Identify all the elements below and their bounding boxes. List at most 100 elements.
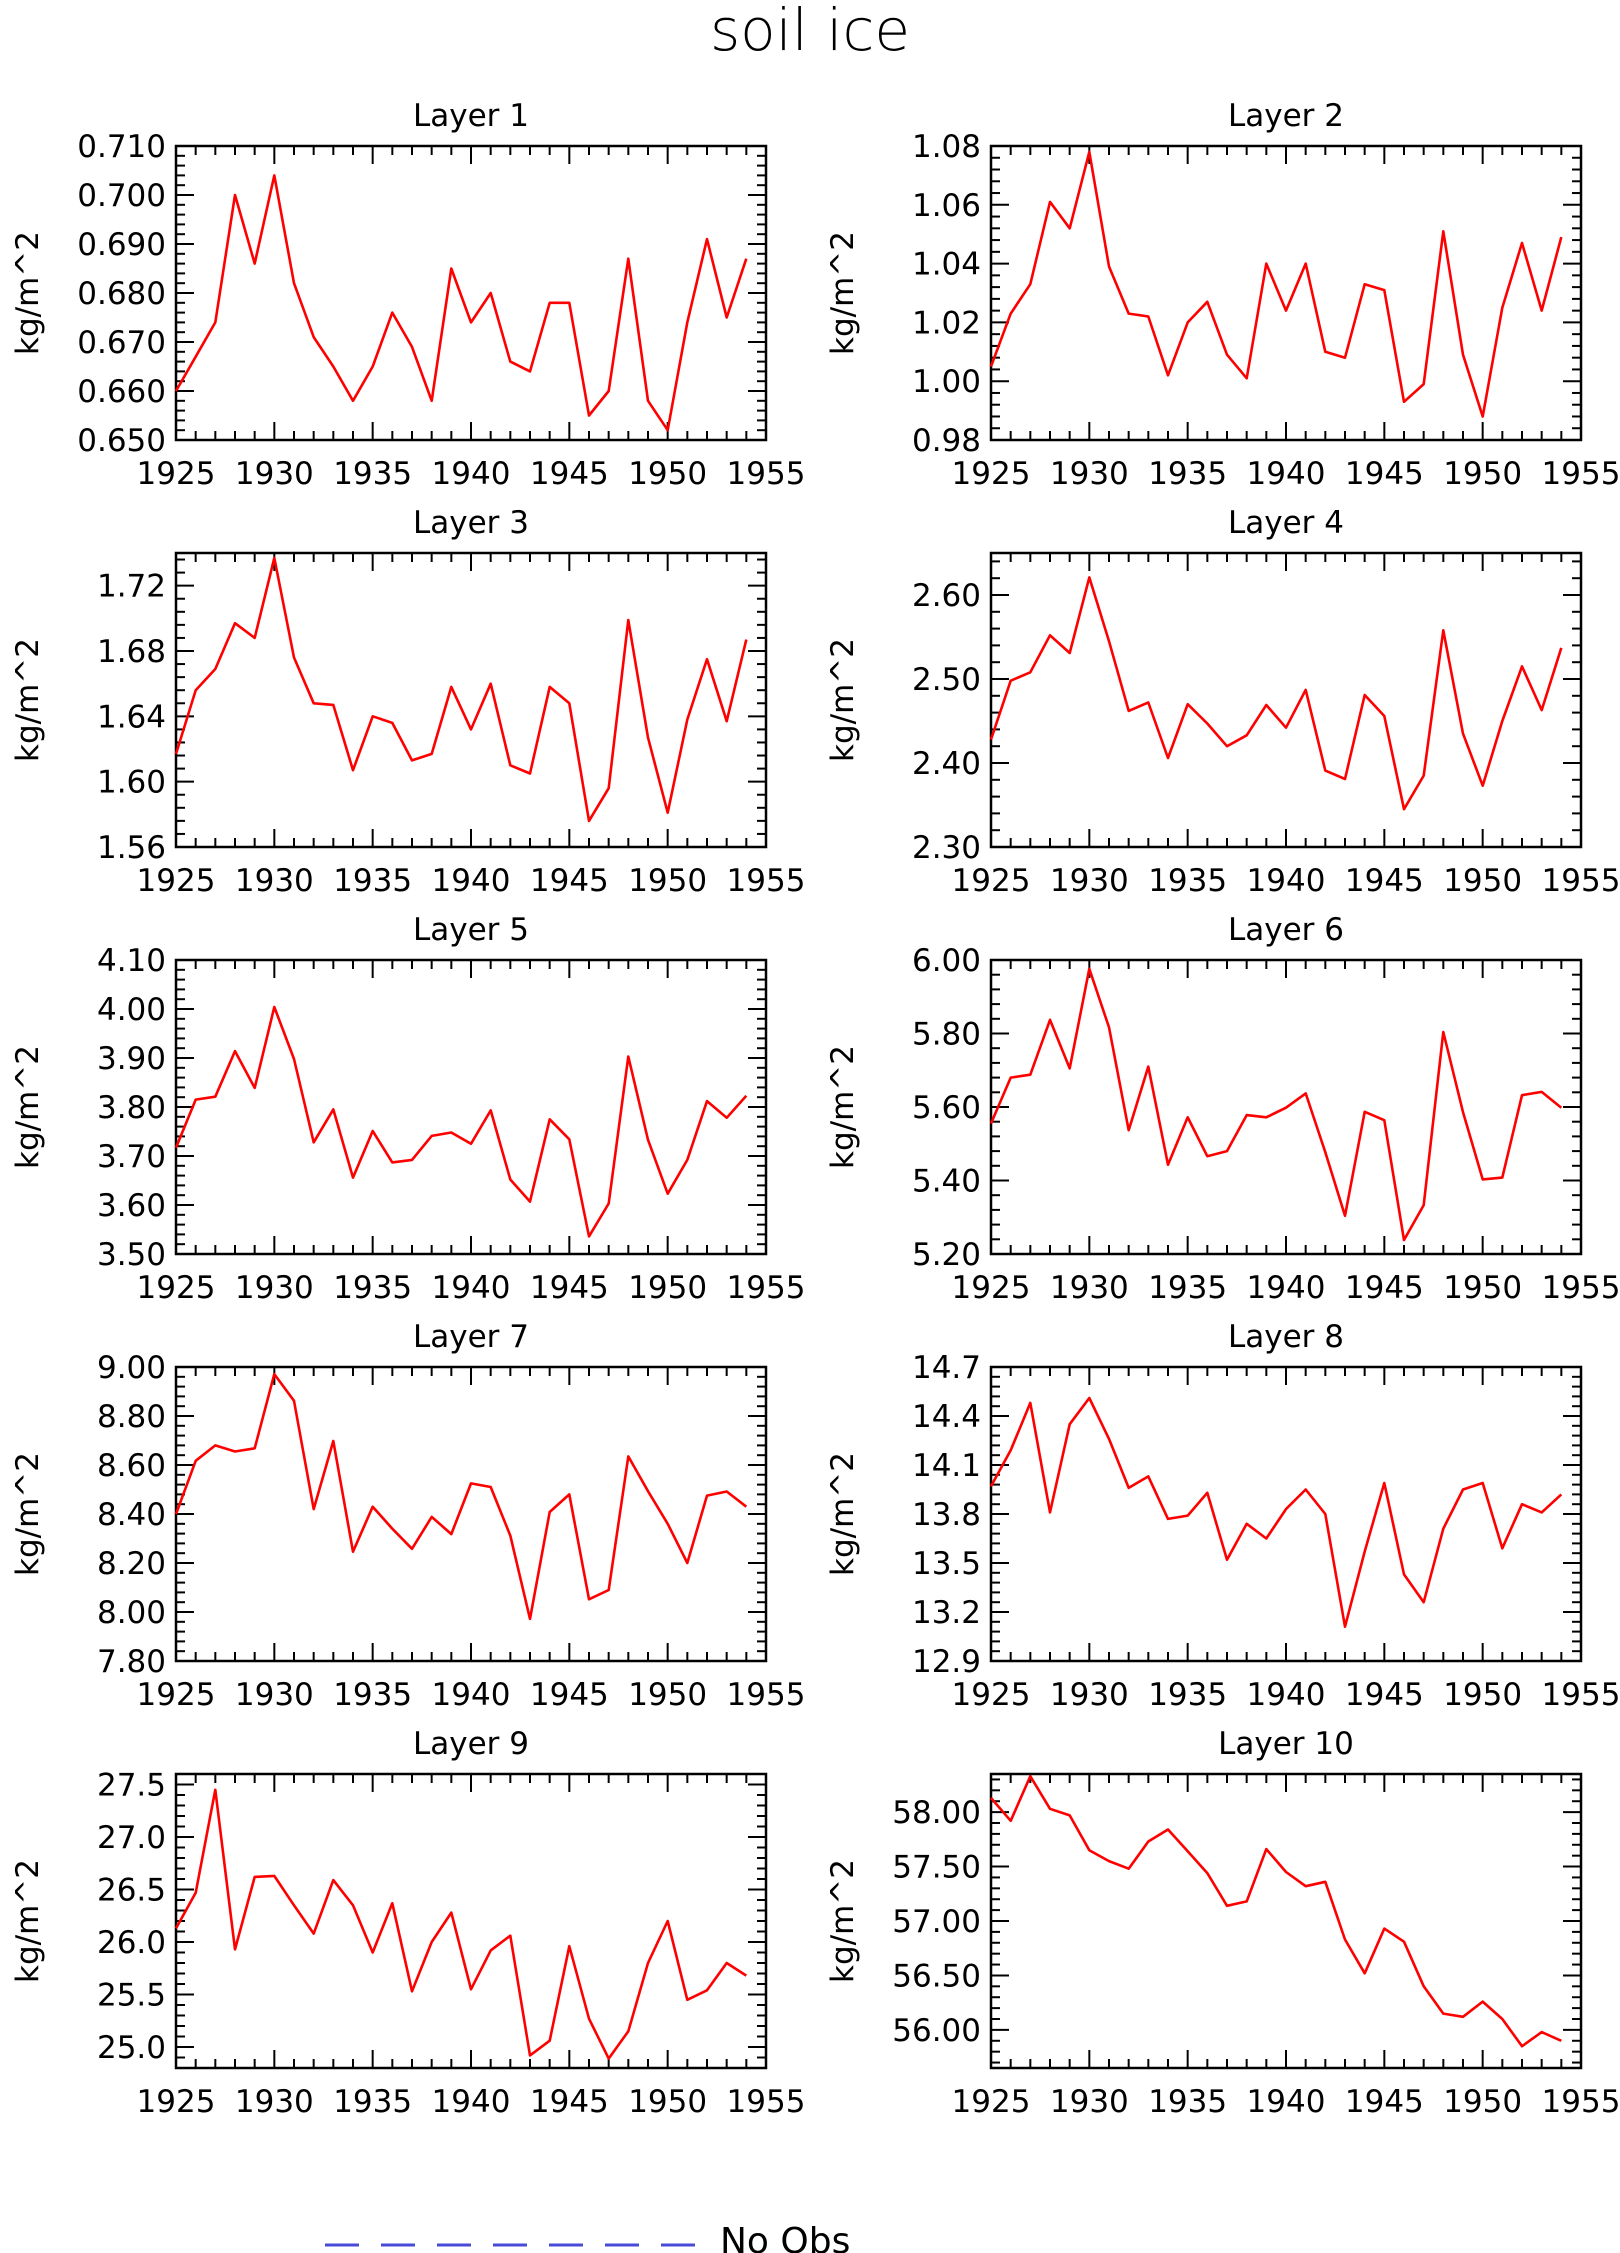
panel-layer-7: Layer 7 1925 1930 1935 1940 1945 1950 1955 7.80 8…	[10, 1319, 805, 1713]
y-axis-label: kg/m^2	[825, 1452, 861, 1576]
panel-title: Layer 6	[1228, 912, 1344, 948]
series-line	[174, 174, 748, 432]
series-line	[174, 556, 748, 823]
x-tick-label: 1930	[1050, 456, 1129, 492]
x-tick-label: 1940	[1247, 1270, 1326, 1306]
x-tick-label: 1955	[727, 1270, 806, 1306]
y-axis-label: kg/m^2	[10, 231, 46, 355]
y-tick-label: 0.650	[77, 423, 166, 459]
x-tick-label: 1945	[530, 1270, 609, 1306]
x-tick-label: 1945	[530, 863, 609, 899]
y-tick-label: 2.60	[912, 578, 981, 614]
y-tick-label: 6.00	[912, 943, 981, 979]
x-tick-label: 1955	[1542, 1677, 1620, 1713]
x-tick-label: 1925	[137, 456, 216, 492]
x-tick-label: 1950	[628, 2084, 707, 2120]
y-tick-label: 3.60	[97, 1188, 166, 1224]
y-tick-label: 14.4	[912, 1399, 981, 1435]
x-tick-label: 1925	[952, 863, 1031, 899]
plot-frame	[174, 1772, 768, 2070]
y-tick-label: 13.5	[912, 1546, 981, 1582]
x-tick-label: 1935	[1148, 1677, 1227, 1713]
panels: Layer 1 1925 1930 1935 1940 1945 1950 1955 0.650…	[10, 98, 1620, 2120]
x-tick-label: 1940	[1247, 456, 1326, 492]
y-tick-label: 1.04	[912, 247, 981, 283]
y-tick-label: 14.1	[912, 1448, 981, 1484]
y-tick-label: 1.64	[97, 699, 166, 735]
series-line	[174, 1788, 748, 2060]
y-tick-label: 3.70	[97, 1139, 166, 1175]
y-tick-label: 8.40	[97, 1497, 166, 1533]
x-tick-label: 1940	[1247, 863, 1326, 899]
x-tick-label: 1940	[432, 863, 511, 899]
x-tick-label: 1925	[137, 1677, 216, 1713]
x-tick-label: 1930	[235, 2084, 314, 2120]
x-tick-label: 1955	[1542, 2084, 1620, 2120]
x-tick-label: 1935	[1148, 2084, 1227, 2120]
x-tick-label: 1950	[628, 456, 707, 492]
x-tick-label: 1935	[333, 1677, 412, 1713]
x-tick-label: 1935	[333, 863, 412, 899]
y-tick-label: 4.10	[97, 943, 166, 979]
y-tick-label: 1.72	[97, 569, 166, 605]
y-tick-label: 1.08	[912, 129, 981, 165]
y-tick-label: 1.00	[912, 364, 981, 400]
y-tick-label: 25.5	[97, 1978, 166, 2014]
y-tick-label: 57.00	[892, 1904, 981, 1940]
y-tick-label: 1.06	[912, 188, 981, 224]
y-tick-label: 26.0	[97, 1925, 166, 1961]
y-tick-label: 1.68	[97, 634, 166, 670]
y-tick-label: 0.670	[77, 325, 166, 361]
y-tick-label: 2.40	[912, 746, 981, 782]
x-tick-label: 1950	[1443, 863, 1522, 899]
y-tick-label: 9.00	[97, 1350, 166, 1386]
x-tick-label: 1940	[432, 1270, 511, 1306]
panel-title: Layer 3	[413, 505, 529, 541]
panel-title: Layer 10	[1218, 1726, 1354, 1762]
x-tick-label: 1955	[727, 1677, 806, 1713]
x-tick-label: 1950	[628, 863, 707, 899]
x-tick-label: 1945	[1345, 456, 1424, 492]
y-tick-label: 0.680	[77, 276, 166, 312]
y-tick-label: 26.5	[97, 1873, 166, 1909]
y-tick-label: 3.50	[97, 1237, 166, 1273]
x-tick-label: 1925	[952, 1270, 1031, 1306]
y-axis-label: kg/m^2	[10, 1045, 46, 1169]
legend: No Obs	[325, 2221, 850, 2253]
series-line	[174, 1372, 748, 1621]
y-tick-label: 5.80	[912, 1017, 981, 1053]
panel-title: Layer 8	[1228, 1319, 1344, 1355]
y-tick-label: 13.8	[912, 1497, 981, 1533]
panel-title: Layer 4	[1228, 505, 1344, 541]
y-tick-label: 2.50	[912, 662, 981, 698]
series-line	[989, 150, 1563, 418]
y-tick-label: 27.0	[97, 1820, 166, 1856]
x-tick-label: 1955	[1542, 456, 1620, 492]
x-tick-label: 1930	[235, 1270, 314, 1306]
y-tick-label: 2.30	[912, 830, 981, 866]
x-tick-label: 1950	[628, 1677, 707, 1713]
y-tick-label: 5.40	[912, 1164, 981, 1200]
y-tick-label: 5.20	[912, 1237, 981, 1273]
y-tick-label: 13.2	[912, 1595, 981, 1631]
series-line	[990, 1774, 1562, 2048]
x-tick-label: 1950	[628, 1270, 707, 1306]
y-tick-label: 25.0	[97, 2030, 166, 2066]
x-tick-label: 1925	[952, 456, 1031, 492]
y-tick-label: 14.7	[912, 1350, 981, 1386]
y-tick-label: 0.700	[77, 178, 166, 214]
x-tick-label: 1935	[333, 456, 412, 492]
series-line	[989, 576, 1563, 811]
y-tick-label: 0.660	[77, 374, 166, 410]
y-tick-label: 3.90	[97, 1041, 166, 1077]
panel-layer-1: Layer 1 1925 1930 1935 1940 1945 1950 1955 0.650…	[10, 98, 805, 492]
y-tick-label: 0.690	[77, 227, 166, 263]
y-axis-label: kg/m^2	[825, 1859, 861, 1983]
x-tick-label: 1925	[952, 2084, 1031, 2120]
series-line	[989, 967, 1563, 1242]
panel-title: Layer 7	[413, 1319, 529, 1355]
x-tick-label: 1935	[1148, 456, 1227, 492]
plot-frame	[174, 958, 768, 1256]
x-tick-label: 1945	[530, 2084, 609, 2120]
y-tick-label: 8.60	[97, 1448, 166, 1484]
